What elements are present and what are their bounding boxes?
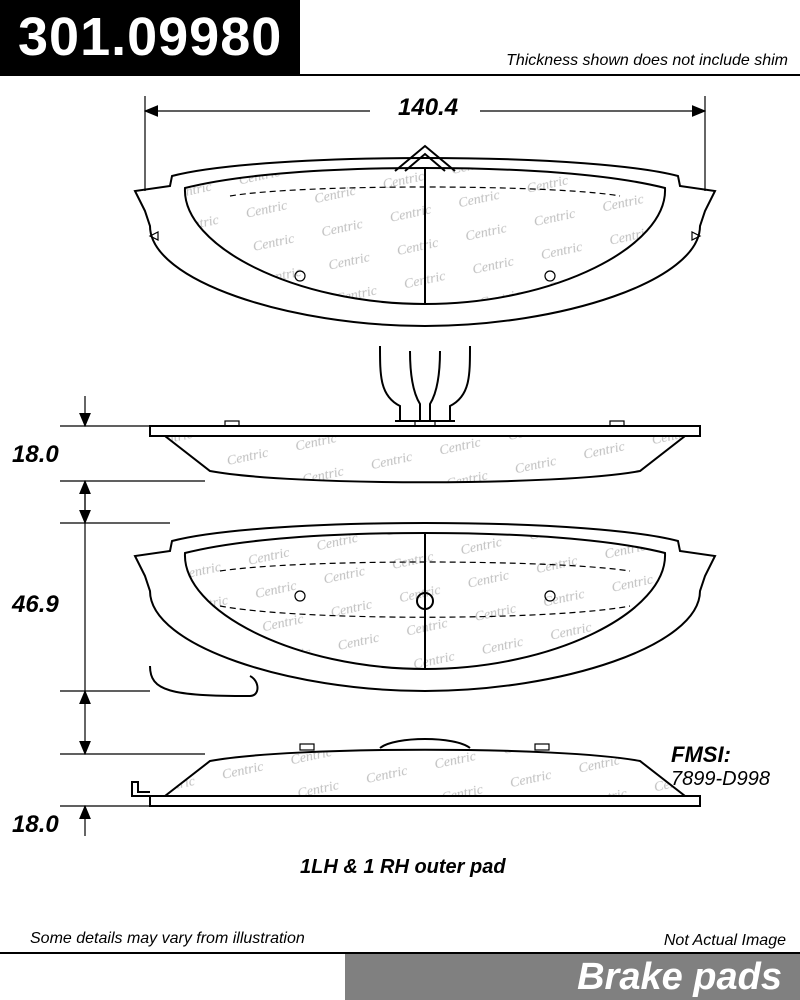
fmsi-key: FMSI: xyxy=(671,742,770,768)
pad-top-face xyxy=(135,146,715,326)
pad-config-note: 1LH & 1 RH outer pad xyxy=(300,856,506,879)
dim-thickness-bottom: 18.0 xyxy=(12,811,59,839)
dim-height: 46.9 xyxy=(12,591,59,619)
dim-width: 140.4 xyxy=(398,94,458,122)
header-bar: 301.09980 Thickness shown does not inclu… xyxy=(0,0,800,76)
diagram-area: Centric xyxy=(0,76,800,906)
fmsi-value: 7899-D998 xyxy=(671,768,770,791)
part-number: 301.09980 xyxy=(0,0,300,74)
pad-bottom-face xyxy=(135,523,715,696)
pad-top-edge xyxy=(150,421,700,482)
footer-title: Brake pads xyxy=(345,954,800,1000)
not-actual-note: Not Actual Image xyxy=(664,932,786,950)
fmsi-block: FMSI: 7899-D998 xyxy=(671,742,770,791)
dim-thickness-top: 18.0 xyxy=(12,441,59,469)
footer: Not Actual Image Some details may vary f… xyxy=(0,930,800,1000)
thickness-note: Thickness shown does not include shim xyxy=(300,52,800,74)
retaining-clip xyxy=(380,346,470,421)
pad-bottom-edge xyxy=(132,739,700,806)
